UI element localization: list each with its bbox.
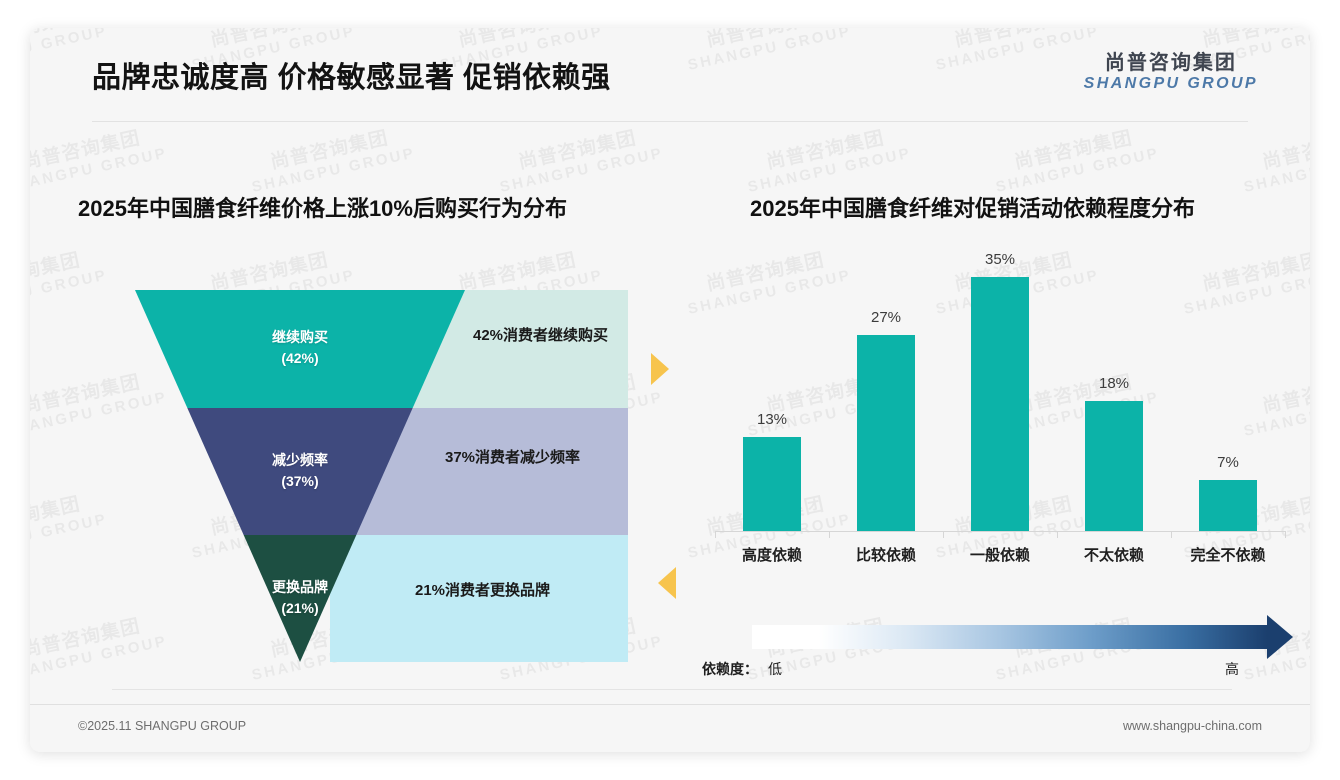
bar-category-label: 一般依赖 (969, 547, 1030, 564)
axis-tick (943, 531, 944, 538)
axis-tick (1285, 531, 1286, 538)
right-chart-title: 2025年中国膳食纤维对促销活动依赖程度分布 (750, 196, 1195, 221)
funnel-stage-value: (21%) (281, 599, 319, 616)
header-divider (92, 121, 1248, 122)
triangle-left-icon (658, 567, 676, 599)
gradient-bar (752, 625, 1267, 649)
funnel-band-text: 21%消费者更换品牌 (415, 582, 551, 599)
footer-website: www.shangpu-china.com (1123, 719, 1262, 733)
footer-copyright: ©2025.11 SHANGPU GROUP (78, 719, 247, 733)
funnel-stage (243, 535, 357, 662)
triangle-right-icon (651, 353, 669, 385)
dependency-gradient-legend: 依赖度： 低 高 (690, 28, 1310, 752)
slide-footer: ©2025.11 SHANGPU GROUP www.shangpu-china… (30, 704, 1310, 752)
arrow-right-icon (1267, 615, 1293, 659)
funnel-stage-name: 继续购买 (272, 329, 328, 345)
funnel-stage-value: (37%) (281, 472, 319, 489)
bar-chart-axis (715, 531, 1285, 532)
brand-logo: 尚普咨询集团 SHANGPU GROUP (1084, 52, 1258, 93)
logo-english-text: SHANGPU GROUP (1083, 75, 1258, 92)
bar-value-label: 13% (756, 410, 788, 428)
bar (971, 277, 1029, 531)
bar (1199, 480, 1257, 531)
funnel-stage-label: 继续购买 (42%) (220, 327, 380, 369)
axis-tick (829, 531, 830, 538)
funnel-stage-value: (42%) (281, 350, 319, 366)
page-title: 品牌忠诚度高 价格敏感显著 促销依赖强 (92, 62, 611, 94)
slide-card: 尚普咨询集团 SHANGPU GROUP 尚普咨询集团 SHANGPU GROUP 尚普… (30, 28, 1310, 752)
bar-category-label: 不太依赖 (1083, 547, 1144, 564)
bar-category-label: 比较依赖 (855, 547, 916, 564)
footnote-divider (112, 689, 1232, 690)
slide-header: 品牌忠诚度高 价格敏感显著 促销依赖强 尚普咨询集团 SHANGPU GROUP (30, 28, 1310, 122)
funnel-band-text: 42%消费者继续购买 (473, 327, 609, 344)
funnel-graphic (135, 290, 628, 662)
left-chart-title: 2025年中国膳食纤维价格上涨10%后购买行为分布 (78, 196, 567, 221)
bar-value-label: 7% (1217, 454, 1239, 472)
bar-category-label: 完全不依赖 (1190, 547, 1266, 564)
funnel-stage-name: 更换品牌 (272, 578, 328, 595)
funnel-stage-name: 减少频率 (272, 451, 328, 468)
legend-low-label: 低 (768, 661, 782, 677)
bar-chart: 13% 高度依赖 27% 比较依赖 35% 一般依赖 18% 不太依赖 7% 完全不依赖 (690, 28, 1310, 752)
funnel-band (330, 535, 628, 662)
axis-tick (715, 531, 716, 538)
funnel-band-text: 37%消费者减少频率 (445, 449, 581, 466)
bar-category-label: 高度依赖 (741, 547, 802, 564)
funnel-stage-label: 更换品牌 (21%) (220, 577, 380, 619)
bar (857, 335, 915, 531)
logo-chinese-text: 尚普咨询集团 (1104, 52, 1237, 74)
funnel-stage (135, 290, 465, 408)
bar-value-label: 27% (870, 309, 902, 327)
axis-tick (1171, 531, 1172, 538)
legend-high-label: 高 (1225, 661, 1239, 677)
axis-tick (1057, 531, 1058, 538)
funnel-chart: 继续购买 (42%) 42%消费者继续购买减少频率 (37%) 37%消费者减少频率更换… (30, 28, 690, 752)
bar-value-label: 18% (1098, 374, 1130, 392)
legend-caption: 依赖度： (702, 661, 758, 677)
bar (1085, 400, 1143, 531)
funnel-stage-label: 减少频率 (37%) (220, 450, 380, 492)
bar (743, 436, 801, 531)
bar-value-label: 35% (984, 251, 1016, 269)
funnel-stage (187, 408, 413, 535)
